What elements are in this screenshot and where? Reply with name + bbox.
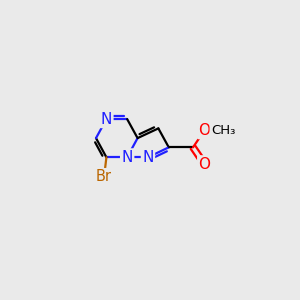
Text: Br: Br: [96, 169, 112, 184]
Text: CH₃: CH₃: [211, 124, 235, 137]
Text: N: N: [101, 112, 112, 127]
Text: O: O: [199, 157, 211, 172]
Text: O: O: [199, 123, 211, 138]
Text: N: N: [142, 150, 154, 165]
Text: N: N: [122, 150, 133, 165]
